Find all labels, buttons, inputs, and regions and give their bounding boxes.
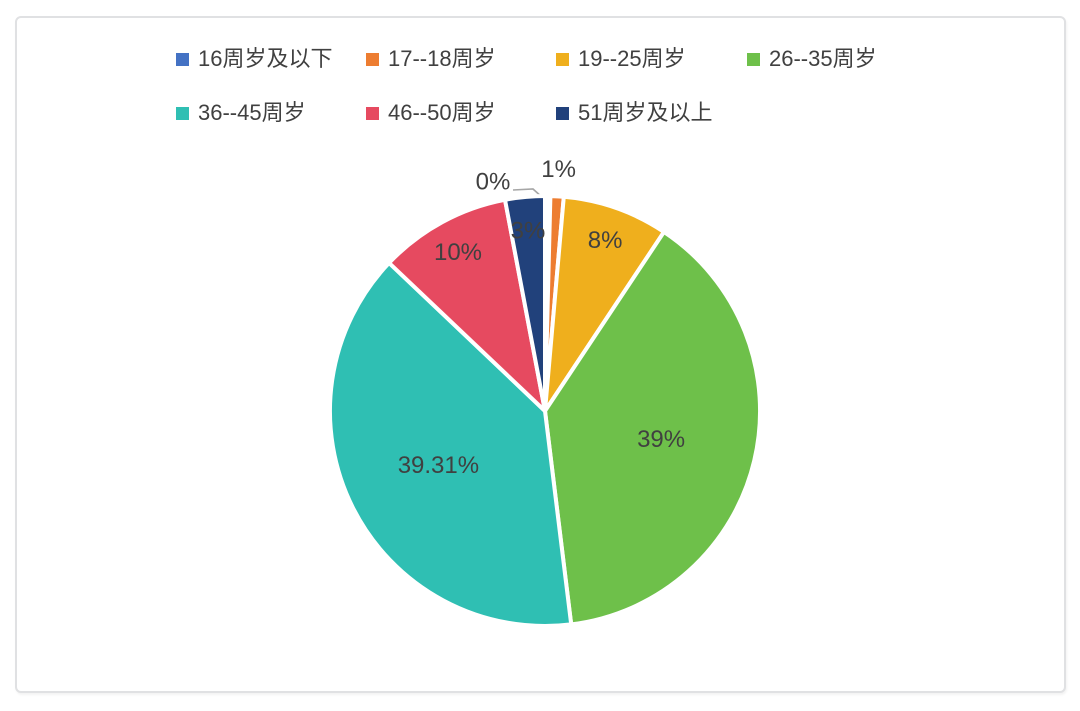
legend-item-17-18: 17--18周岁 (366, 46, 496, 72)
slice-label-3: 39% (637, 426, 685, 453)
legend-swatch-icon (747, 52, 760, 66)
legend-swatch-icon (366, 106, 379, 120)
legend-item-46-50: 46--50周岁 (366, 100, 496, 126)
slice-label-5: 10% (434, 239, 482, 266)
slice-label-1: 1% (541, 156, 576, 183)
legend-label: 36--45周岁 (198, 100, 306, 125)
legend-item-26-35: 26--35周岁 (747, 46, 877, 72)
legend-item-16-and-under: 16周岁及以下 (176, 46, 332, 72)
pie-slice-6 (503, 194, 547, 413)
legend-label: 51周岁及以上 (578, 100, 713, 125)
legend-item-36-45: 36--45周岁 (176, 100, 306, 126)
pie-slice-5 (387, 197, 547, 413)
legend-label: 26--35周岁 (769, 46, 877, 71)
slice-label-0: 0% (476, 168, 511, 195)
legend-label: 16周岁及以下 (198, 46, 333, 71)
legend-swatch-icon (366, 52, 379, 66)
legend-item-19-25: 19--25周岁 (556, 46, 686, 72)
slice-label-4: 39.31% (398, 452, 479, 479)
slice-label-6: 3% (511, 218, 546, 245)
legend-item-51-and-over: 51周岁及以上 (556, 100, 712, 126)
pie-slice-3 (543, 229, 762, 627)
legend-label: 17--18周岁 (388, 46, 496, 71)
slice-label-2: 8% (588, 227, 623, 254)
legend-label: 19--25周岁 (578, 46, 686, 71)
legend: 16周岁及以下 17--18周岁 19--25周岁 26--35周岁 36--4… (0, 0, 1080, 140)
legend-swatch-icon (176, 52, 189, 66)
pie-slice-2 (543, 194, 666, 413)
legend-swatch-icon (556, 106, 569, 120)
pie-slice-4 (327, 260, 574, 628)
legend-swatch-icon (176, 106, 189, 120)
legend-label: 46--50周岁 (388, 100, 496, 125)
legend-swatch-icon (556, 52, 569, 66)
